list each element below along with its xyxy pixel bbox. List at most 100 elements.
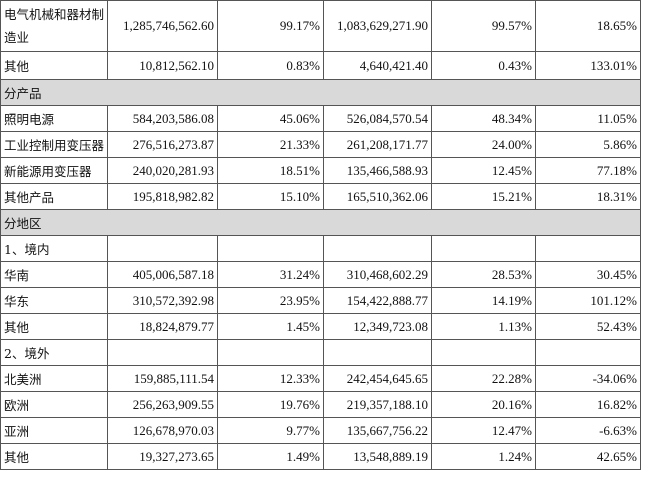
row-label: 亚洲	[0, 417, 108, 444]
change-cell	[535, 339, 641, 366]
amount-cell: 165,510,362.06	[323, 183, 432, 210]
amount-cell: 135,466,588.93	[323, 157, 432, 184]
row-label: 电气机械和器材制造业	[0, 0, 108, 52]
amount-cell: 1,083,629,271.90	[323, 0, 432, 52]
change-cell	[535, 235, 641, 262]
change-cell: 77.18%	[535, 157, 641, 184]
section-header-row: 分产品	[0, 79, 641, 106]
row-label: 照明电源	[0, 105, 108, 132]
amount-cell: 310,468,602.29	[323, 261, 432, 288]
amount-cell: 18,824,879.77	[107, 313, 218, 340]
table-row: 1、境内	[0, 235, 641, 262]
change-cell: 11.05%	[535, 105, 641, 132]
amount-cell: 195,818,982.82	[107, 183, 218, 210]
amount-cell: 526,084,570.54	[323, 105, 432, 132]
share-cell: 20.16%	[431, 391, 536, 418]
share-cell: 1.13%	[431, 313, 536, 340]
change-cell: 133.01%	[535, 51, 641, 80]
share-cell	[217, 235, 324, 262]
amount-cell: 159,885,111.54	[107, 365, 218, 392]
amount-cell	[323, 339, 432, 366]
share-cell: 15.21%	[431, 183, 536, 210]
row-label: 华东	[0, 287, 108, 314]
change-cell: 18.65%	[535, 0, 641, 52]
table-row: 其他 10,812,562.10 0.83% 4,640,421.40 0.43…	[0, 51, 641, 80]
row-label: 1、境内	[0, 235, 108, 262]
change-cell: 42.65%	[535, 443, 641, 470]
table-row: 工业控制用变压器 276,516,273.87 21.33% 261,208,1…	[0, 131, 641, 158]
row-label: 欧洲	[0, 391, 108, 418]
table-row: 其他 18,824,879.77 1.45% 12,349,723.08 1.1…	[0, 313, 641, 340]
share-cell: 15.10%	[217, 183, 324, 210]
share-cell: 12.33%	[217, 365, 324, 392]
amount-cell	[323, 235, 432, 262]
change-cell: -34.06%	[535, 365, 641, 392]
change-cell: 52.43%	[535, 313, 641, 340]
share-cell: 22.28%	[431, 365, 536, 392]
share-cell	[217, 339, 324, 366]
share-cell: 1.49%	[217, 443, 324, 470]
amount-cell: 584,203,586.08	[107, 105, 218, 132]
table-row: 其他产品 195,818,982.82 15.10% 165,510,362.0…	[0, 183, 641, 210]
amount-cell: 12,349,723.08	[323, 313, 432, 340]
share-cell: 18.51%	[217, 157, 324, 184]
row-label: 其他产品	[0, 183, 108, 210]
amount-cell: 19,327,273.65	[107, 443, 218, 470]
share-cell: 0.83%	[217, 51, 324, 80]
table-row: 亚洲 126,678,970.03 9.77% 135,667,756.22 1…	[0, 417, 641, 444]
share-cell: 9.77%	[217, 417, 324, 444]
table-row: 其他 19,327,273.65 1.49% 13,548,889.19 1.2…	[0, 443, 641, 470]
table-row: 新能源用变压器 240,020,281.93 18.51% 135,466,58…	[0, 157, 641, 184]
row-label: 华南	[0, 261, 108, 288]
amount-cell	[107, 235, 218, 262]
share-cell: 1.45%	[217, 313, 324, 340]
amount-cell: 126,678,970.03	[107, 417, 218, 444]
amount-cell: 242,454,645.65	[323, 365, 432, 392]
table-row: 华东 310,572,392.98 23.95% 154,422,888.77 …	[0, 287, 641, 314]
amount-cell: 135,667,756.22	[323, 417, 432, 444]
amount-cell: 154,422,888.77	[323, 287, 432, 314]
table-row: 照明电源 584,203,586.08 45.06% 526,084,570.5…	[0, 105, 641, 132]
table-row: 华南 405,006,587.18 31.24% 310,468,602.29 …	[0, 261, 641, 288]
table-row: 2、境外	[0, 339, 641, 366]
amount-cell: 10,812,562.10	[107, 51, 218, 80]
section-label: 分产品	[0, 79, 641, 106]
change-cell: 16.82%	[535, 391, 641, 418]
section-header-row: 分地区	[0, 209, 641, 236]
table-row: 欧洲 256,263,909.55 19.76% 219,357,188.10 …	[0, 391, 641, 418]
change-cell: -6.63%	[535, 417, 641, 444]
amount-cell: 261,208,171.77	[323, 131, 432, 158]
share-cell: 14.19%	[431, 287, 536, 314]
change-cell: 5.86%	[535, 131, 641, 158]
section-label: 分地区	[0, 209, 641, 236]
share-cell: 19.76%	[217, 391, 324, 418]
row-label: 工业控制用变压器	[0, 131, 108, 158]
row-label: 其他	[0, 313, 108, 340]
change-cell: 101.12%	[535, 287, 641, 314]
share-cell: 12.45%	[431, 157, 536, 184]
row-label: 其他	[0, 443, 108, 470]
amount-cell: 310,572,392.98	[107, 287, 218, 314]
amount-cell: 256,263,909.55	[107, 391, 218, 418]
row-label: 其他	[0, 51, 108, 80]
amount-cell	[107, 339, 218, 366]
amount-cell: 13,548,889.19	[323, 443, 432, 470]
revenue-breakdown-table: 电气机械和器材制造业 1,285,746,562.60 99.17% 1,083…	[0, 0, 641, 470]
share-cell	[431, 339, 536, 366]
share-cell: 48.34%	[431, 105, 536, 132]
amount-cell: 1,285,746,562.60	[107, 0, 218, 52]
share-cell: 99.57%	[431, 0, 536, 52]
amount-cell: 240,020,281.93	[107, 157, 218, 184]
table-row: 北美洲 159,885,111.54 12.33% 242,454,645.65…	[0, 365, 641, 392]
share-cell: 23.95%	[217, 287, 324, 314]
share-cell: 1.24%	[431, 443, 536, 470]
share-cell: 12.47%	[431, 417, 536, 444]
share-cell: 0.43%	[431, 51, 536, 80]
share-cell	[431, 235, 536, 262]
share-cell: 24.00%	[431, 131, 536, 158]
row-label: 2、境外	[0, 339, 108, 366]
share-cell: 21.33%	[217, 131, 324, 158]
share-cell: 99.17%	[217, 0, 324, 52]
share-cell: 45.06%	[217, 105, 324, 132]
row-label: 北美洲	[0, 365, 108, 392]
